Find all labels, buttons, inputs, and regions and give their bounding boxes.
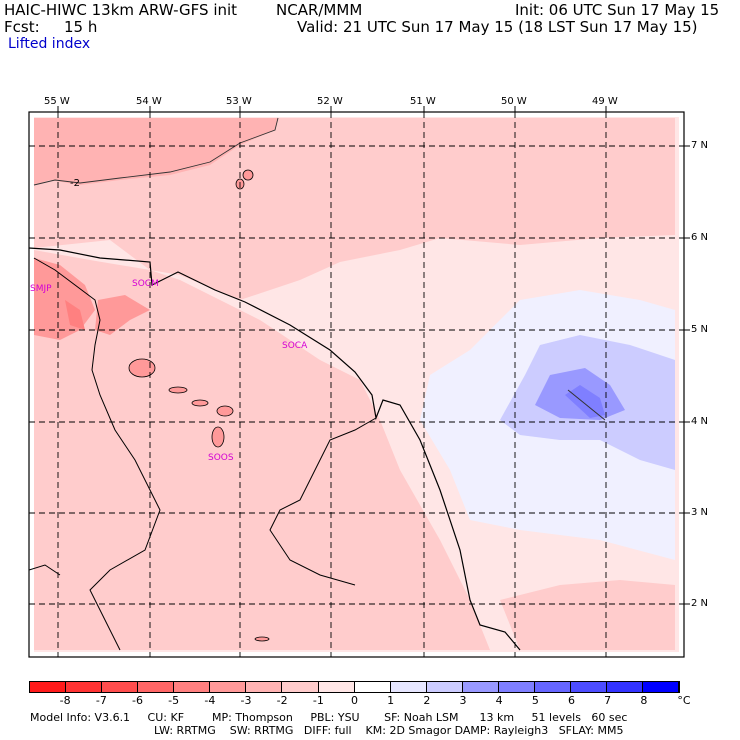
- colorbar-tick-label: -8: [59, 694, 71, 707]
- shade-blob: [128, 358, 156, 378]
- colorbar-tick-label: 1: [387, 694, 395, 707]
- model-physics: LW: RRTMG SW: RRTMG DIFF: full KM: 2D Sm…: [154, 724, 624, 737]
- valid-time: Valid: 21 UTC Sun 17 May 15 (18 LST Sun …: [297, 18, 698, 36]
- colorbar-tick-label: 4: [495, 694, 503, 707]
- shade-minus4-west: [65, 300, 85, 330]
- lat-label: 4 N: [691, 416, 709, 427]
- colorbar-cell: [534, 682, 571, 692]
- contour-line: [567, 389, 606, 421]
- lon-label: 50 W: [501, 96, 527, 107]
- shade-blob: [242, 169, 254, 181]
- colorbar-tick-label: -5: [168, 694, 180, 707]
- colorbar-tick-label: -3: [240, 694, 252, 707]
- coastline: [29, 247, 521, 651]
- colorbar-cell: [30, 682, 67, 692]
- colorbar-tick-label: 5: [531, 694, 539, 707]
- colorbar-tick-label: -2: [276, 694, 288, 707]
- colorbar-cell: [498, 682, 535, 692]
- colorbar-cell: [426, 682, 463, 692]
- colorbar-tick-label: 8: [640, 694, 648, 707]
- colorbar-tick-label: 6: [568, 694, 575, 707]
- colorbar-cell: [390, 682, 427, 692]
- shade-blob: [168, 386, 188, 394]
- shade-blob: [191, 399, 209, 407]
- colorbar-cell: [138, 682, 175, 692]
- colorbar-tick-label: 0: [351, 694, 358, 707]
- map-frame: [28, 111, 685, 658]
- colorbar-cell: [282, 682, 319, 692]
- border-line: [269, 417, 377, 586]
- model-info: Model Info: V3.6.1 CU: KF MP: Thompson P…: [30, 711, 628, 724]
- colorbar-ticks: -8 -7 -6 -5 -4 -3 -2 -1 0 1 2 3 4 5 6 7 8: [0, 694, 740, 708]
- contour-minus2: [33, 117, 279, 186]
- lat-label: 2 N: [691, 598, 709, 609]
- shade-blob: [216, 405, 234, 417]
- colorbar-unit: °C: [677, 694, 691, 707]
- lon-label: 51 W: [410, 96, 436, 107]
- colorbar-cell: [210, 682, 247, 692]
- colorbar-tick-label: -7: [95, 694, 107, 707]
- colorbar-cell: [246, 682, 283, 692]
- colorbar-tick-label: 3: [459, 694, 467, 707]
- shade-minus2-northwest: [34, 118, 278, 185]
- lon-label: 55 W: [44, 96, 70, 107]
- shade-minus1-land: [34, 250, 490, 650]
- colorbar-tick-label: -4: [204, 694, 216, 707]
- colorbar-cell: [643, 682, 680, 692]
- lat-lon-grid: [29, 112, 684, 657]
- contour-label: -2: [70, 178, 80, 189]
- colorbar-cell: [607, 682, 644, 692]
- colorbar-cell: [462, 682, 499, 692]
- lat-label: 6 N: [691, 232, 709, 243]
- axis-ticks: [57, 106, 690, 605]
- lat-label: 3 N: [691, 507, 709, 518]
- lat-label: 5 N: [691, 324, 709, 335]
- shade-minus1-southeast: [500, 580, 675, 650]
- lon-label: 52 W: [317, 96, 343, 107]
- lon-label: 53 W: [226, 96, 252, 107]
- border-line: [33, 257, 161, 651]
- colorbar-cell: [102, 682, 139, 692]
- colorbar-tick-label: -6: [132, 694, 143, 707]
- station-label: SOCA: [282, 341, 308, 351]
- colorbar-tick-label: -1: [312, 694, 324, 707]
- org-label: NCAR/MMM: [276, 1, 363, 19]
- colorbar-cell: [318, 682, 355, 692]
- lon-label: 54 W: [136, 96, 162, 107]
- colorbar-tick-label: 7: [604, 694, 612, 707]
- colorbar: [29, 681, 680, 693]
- lat-label: 7 N: [691, 140, 709, 151]
- colorbar-tick-label: 2: [423, 694, 431, 707]
- border-line: [29, 564, 61, 576]
- field-name: Lifted index: [8, 36, 91, 52]
- forecast-label: Fcst:: [4, 18, 40, 36]
- colorbar-cell: [354, 682, 391, 692]
- shade-blob: [211, 426, 225, 448]
- colorbar-cell: [174, 682, 211, 692]
- forecast-hour: 15 h: [64, 18, 98, 36]
- shade-blob: [254, 636, 270, 642]
- colorbar-cell: [66, 682, 103, 692]
- model-title: HAIC-HIWC 13km ARW-GFS init: [4, 1, 238, 19]
- station-label: SOCM: [132, 279, 159, 289]
- lon-label: 49 W: [592, 96, 618, 107]
- shade-plus4-east: [565, 385, 605, 418]
- station-label: SMJP: [30, 284, 52, 294]
- colorbar-cell: [570, 682, 607, 692]
- station-label: SOOS: [208, 453, 234, 463]
- shade-minus3-west2: [95, 295, 150, 335]
- init-time: Init: 06 UTC Sun 17 May 15: [515, 1, 720, 19]
